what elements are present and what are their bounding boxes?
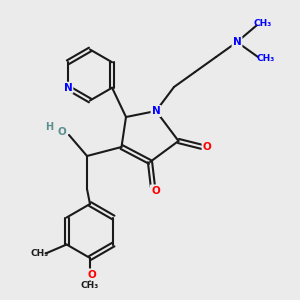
Text: CH₃: CH₃: [256, 54, 274, 63]
Text: N: N: [152, 106, 160, 116]
Text: N: N: [64, 83, 72, 93]
Text: CH₃: CH₃: [81, 280, 99, 290]
Text: N: N: [232, 37, 242, 47]
Text: CH₃: CH₃: [31, 249, 49, 258]
Text: O: O: [151, 185, 160, 196]
Text: H: H: [45, 122, 54, 133]
Text: CH₃: CH₃: [254, 20, 272, 28]
Text: O: O: [57, 127, 66, 137]
Text: O: O: [87, 269, 96, 280]
Text: O: O: [202, 142, 211, 152]
